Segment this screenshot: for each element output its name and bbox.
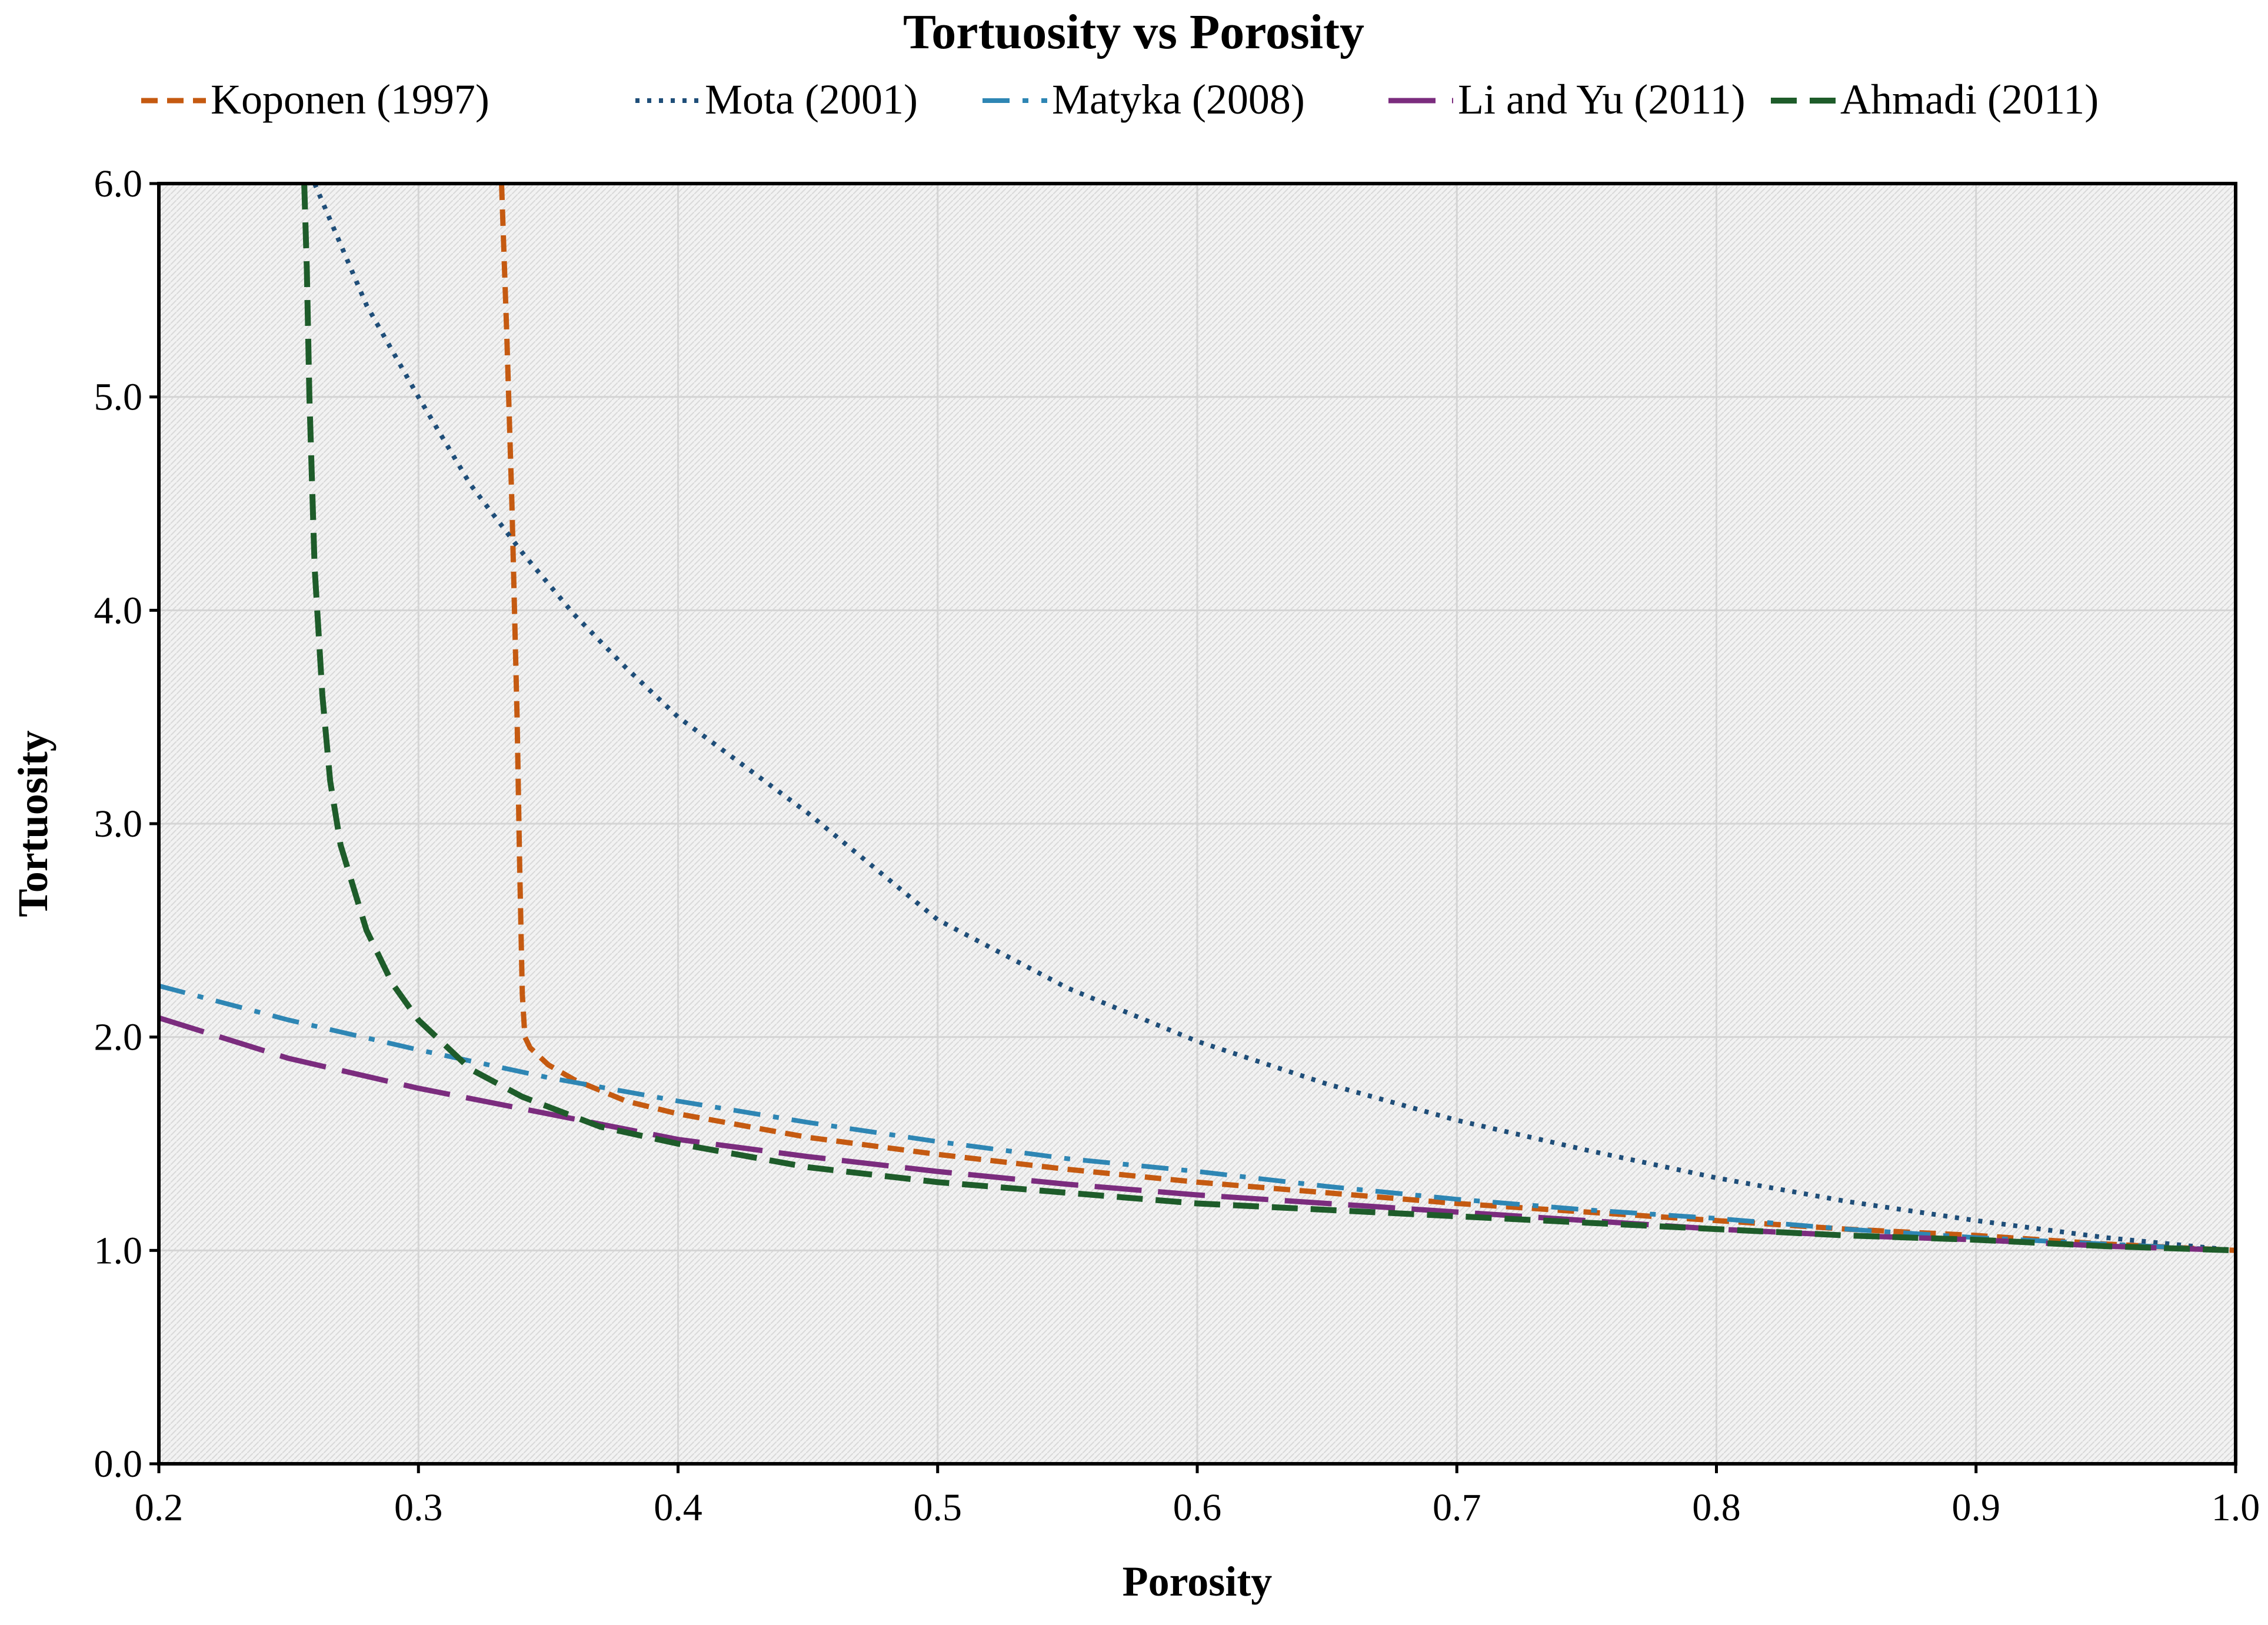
legend-item: Matyka (2008): [983, 76, 1305, 123]
series-line-4: [301, 184, 2236, 1254]
legend-item: Li and Yu (2011): [1388, 76, 1746, 123]
chart-title: Tortuosity vs Porosity: [903, 5, 1364, 59]
series-line-2: [159, 983, 2236, 1253]
legend-item: Mota (2001): [635, 76, 918, 123]
y-tick-label: 4.0: [94, 589, 143, 632]
x-tick-label: 0.8: [1692, 1486, 1741, 1529]
y-tick-label: 1.0: [94, 1229, 143, 1272]
legend-label: Ahmadi (2011): [1840, 76, 2099, 123]
x-tick-label: 0.9: [1952, 1486, 2001, 1529]
legend-item: Koponen (1997): [141, 76, 489, 123]
x-tick-label: 0.3: [394, 1486, 443, 1529]
series-line-1: [312, 184, 2236, 1253]
legend-label: Li and Yu (2011): [1458, 76, 1746, 123]
x-tick-label: 1.0: [2212, 1486, 2260, 1529]
x-axis-ticks: 0.2 0.3 0.4 0.5 0.6 0.7 0.8 0.9 1.0: [135, 1464, 2260, 1529]
x-tick-label: 0.7: [1433, 1486, 1481, 1529]
series-layer: [159, 184, 2236, 1254]
series-line-3: [159, 1015, 2236, 1253]
x-tick-label: 0.2: [135, 1486, 184, 1529]
y-axis-label: Tortuosity: [9, 730, 56, 917]
legend-label: Matyka (2008): [1052, 76, 1305, 123]
legend: Koponen (1997) Mota (2001) Matyka (2008) Li…: [141, 76, 2099, 123]
y-tick-label: 3.0: [94, 802, 143, 845]
gridlines: [159, 184, 2236, 1464]
y-axis-ticks: 0.0 1.0 2.0 3.0 4.0 5.0 6.0: [94, 162, 159, 1486]
series-line-0: [499, 184, 2236, 1253]
y-tick-label: 0.0: [94, 1443, 143, 1486]
x-tick-label: 0.5: [914, 1486, 963, 1529]
legend-label: Mota (2001): [705, 76, 918, 123]
x-tick-label: 0.6: [1173, 1486, 1222, 1529]
y-tick-label: 2.0: [94, 1016, 143, 1059]
legend-label: Koponen (1997): [211, 76, 489, 123]
x-tick-label: 0.4: [654, 1486, 702, 1529]
legend-item: Ahmadi (2011): [1771, 76, 2099, 123]
x-axis-label: Porosity: [1123, 1558, 1273, 1605]
y-tick-label: 6.0: [94, 162, 143, 205]
y-tick-label: 5.0: [94, 376, 143, 419]
